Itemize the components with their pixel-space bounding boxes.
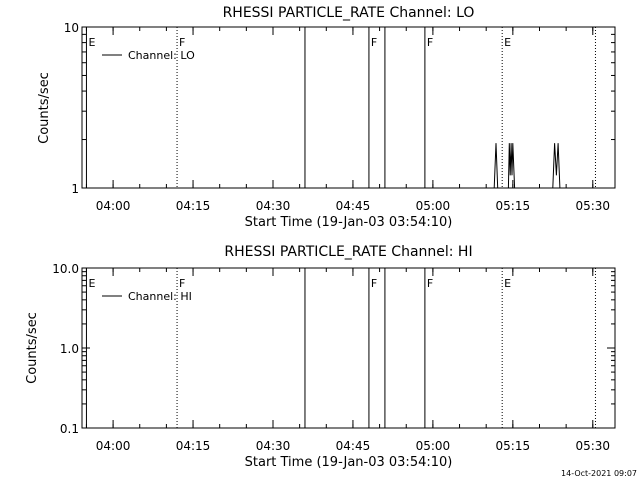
hi-channel-panel: RHESSI PARTICLE_RATE Channel: HI 0.1 1.0 10… [25,244,616,470]
event-marker-label: E [504,277,511,290]
y-tick-label: 10 [64,21,79,35]
event-marker-label: F [427,277,433,290]
series-line-0 [493,143,561,189]
event-marker-label: F [179,36,185,49]
y-tick-label: 10.0 [52,262,79,276]
plot-frame [81,26,616,189]
legend-entry: Channel: HI [128,290,192,303]
y-axis-label: Counts/sec [37,72,52,144]
x-tick-label: 04:45 [336,199,371,213]
x-tick-label: 04:00 [96,199,131,213]
x-tick-label: 05:00 [416,439,451,453]
x-axis-label: Start Time (19-Jan-03 03:54:10) [245,455,453,470]
x-tick-label: 05:30 [575,199,610,213]
event-marker-label: F [179,277,185,290]
x-tick-label: 04:30 [256,199,291,213]
x-tick-label: 04:45 [336,439,371,453]
lo-channel-panel: RHESSI PARTICLE_RATE Channel: LO 1 10 Count… [37,5,616,230]
x-tick-label: 05:15 [496,199,531,213]
chart-title: RHESSI PARTICLE_RATE Channel: LO [223,5,475,21]
y-axis-label: Counts/sec [25,312,40,384]
event-marker-label: F [371,36,377,49]
x-tick-label: 04:15 [176,439,211,453]
x-axis-label: Start Time (19-Jan-03 03:54:10) [245,215,453,230]
x-tick-label: 05:00 [416,199,451,213]
x-tick-label: 04:30 [256,439,291,453]
event-marker-label: E [504,36,511,49]
y-tick-label: 1 [71,182,79,196]
y-tick-label: 1.0 [60,342,79,356]
x-tick-label: 05:30 [575,439,610,453]
x-tick-label: 04:00 [96,439,131,453]
legend-entry: Channel: LO [128,49,195,62]
generation-timestamp: 14-Oct-2021 09:07 [561,469,637,478]
x-tick-label: 04:15 [176,199,211,213]
x-tick-label: 05:15 [496,439,531,453]
chart-title: RHESSI PARTICLE_RATE Channel: HI [224,244,472,260]
y-tick-label: 0.1 [60,422,79,436]
event-marker-label: E [88,36,95,49]
event-marker-label: F [371,277,377,290]
event-marker-label: F [427,36,433,49]
event-marker-label: E [88,277,95,290]
